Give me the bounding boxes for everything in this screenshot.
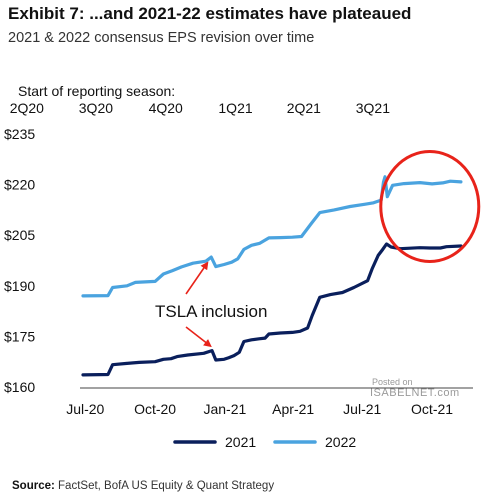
source-note: Source: FactSet, BofA US Equity & Quant … (12, 480, 274, 492)
season-tick-label: 3Q20 (78, 100, 114, 116)
y-tick-label: $190 (4, 278, 35, 294)
season-tick-label: 1Q21 (218, 100, 253, 116)
watermark-posted-on: Posted on (372, 377, 413, 387)
series-line-2021 (81, 242, 463, 377)
season-tick-label: 2Q21 (286, 100, 321, 116)
chart-lines (81, 175, 463, 377)
chart-axes: $160 $175 $190 $205 $220 $235 Jul-20 Oct-20 Jan-… (4, 126, 473, 417)
y-tick-label: $160 (4, 379, 35, 395)
watermark-site: ISABELNET.com (370, 387, 460, 399)
source-text: FactSet, BofA US Equity & Quant Strategy (58, 480, 275, 492)
x-tick-label: Jan-21 (203, 401, 246, 417)
legend-label-2022: 2022 (325, 434, 356, 450)
annotation-arrow-2021 (185, 326, 212, 348)
x-tick-label: Oct-21 (411, 401, 453, 417)
season-tick-label: 4Q20 (148, 100, 183, 116)
annotation-tsla-inclusion: TSLA inclusion (155, 302, 267, 321)
highlight-ellipse (379, 150, 481, 264)
series-line-2022 (81, 175, 463, 298)
x-tick-label: Oct-20 (134, 401, 176, 417)
y-tick-label: $175 (4, 328, 35, 344)
y-tick-label: $235 (4, 126, 35, 142)
x-tick-label: Apr-21 (272, 401, 314, 417)
annotation-arrow-2022 (185, 261, 209, 295)
x-tick-label: Jul-21 (343, 401, 381, 417)
source-label: Source: (12, 480, 55, 492)
y-tick-label: $220 (4, 177, 35, 193)
chart-annotations: TSLA inclusion (155, 150, 481, 348)
x-tick-label: Jul-20 (66, 401, 104, 417)
season-tick-label: 2Q20 (9, 100, 44, 116)
y-tick-label: $205 (4, 227, 35, 243)
season-tick-label: 3Q21 (355, 100, 390, 116)
chart-subtitle: 2021 & 2022 consensus EPS revision over … (8, 30, 315, 46)
chart-title: Exhibit 7: ...and 2021-22 estimates have… (8, 4, 412, 23)
chart-legend: 2021 2022 (173, 434, 356, 450)
reporting-season-label: Start of reporting season: (18, 83, 176, 99)
legend-label-2021: 2021 (225, 434, 256, 450)
